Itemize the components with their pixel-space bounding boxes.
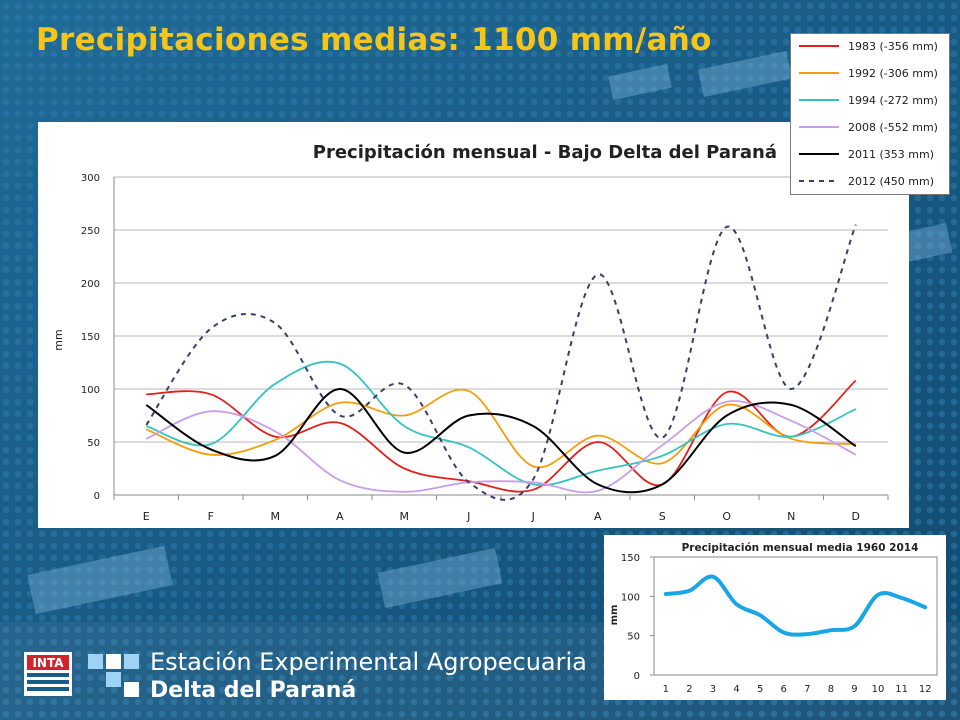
media-chart-series xyxy=(663,574,928,637)
legend-label-6: 2012 (450 mm) xyxy=(848,175,934,188)
inta-logo: INTA xyxy=(24,652,72,696)
main-series-line-5 xyxy=(145,387,857,494)
main-chart-panel: Precipitación mensual - Bajo Delta del P… xyxy=(38,122,909,528)
media-x-tick-label: 6 xyxy=(781,684,787,695)
legend-label-3: 1994 (-272 mm) xyxy=(848,94,938,107)
media-plot-frame xyxy=(653,556,938,676)
main-y-tick-label: 0 xyxy=(94,491,100,502)
footer-org-sub: Delta del Paraná xyxy=(150,678,357,703)
main-x-tick-label: O xyxy=(722,510,731,523)
main-y-tick-label: 50 xyxy=(87,438,100,449)
media-y-tick-label: 150 xyxy=(621,553,640,564)
main-series-line-6 xyxy=(145,224,857,501)
media-x-tick-label: 1 xyxy=(663,684,669,695)
media-chart-y-axis-label: mm xyxy=(609,605,620,626)
main-chart-y-ticks: 0 50 100 150 200 250 300 xyxy=(81,173,100,502)
legend-label-4: 2008 (-552 mm) xyxy=(848,121,938,134)
main-chart-series xyxy=(145,224,857,501)
legend-label-5: 2011 (353 mm) xyxy=(848,148,934,161)
legend-label-1: 1983 (-356 mm) xyxy=(848,40,938,53)
main-x-tick-label: A xyxy=(336,510,344,523)
slide-title: Precipitaciones medias: 1100 mm/año xyxy=(36,22,712,58)
media-x-tick-label: 12 xyxy=(919,684,932,695)
media-x-tick-label: 2 xyxy=(686,684,692,695)
main-x-tick-label: D xyxy=(852,510,860,523)
main-series-line-2 xyxy=(145,388,856,469)
media-precipitation-chart: Precipitación mensual media 1960 2014 mm… xyxy=(609,542,938,695)
media-series-line xyxy=(663,574,928,637)
media-x-tick-label: 9 xyxy=(851,684,857,695)
media-chart-title: Precipitación mensual media 1960 2014 xyxy=(682,542,919,554)
media-chart-panel: Precipitación mensual media 1960 2014 mm… xyxy=(604,535,946,700)
main-y-tick-label: 200 xyxy=(81,279,100,290)
inta-logo-text: INTA xyxy=(32,656,64,670)
main-series-line-4 xyxy=(145,400,857,494)
legend-label-2: 1992 (-306 mm) xyxy=(848,67,938,80)
main-x-tick-label: N xyxy=(787,510,795,523)
station-cross-mark xyxy=(88,654,139,697)
main-x-tick-label: M xyxy=(271,510,281,523)
main-x-tick-label: F xyxy=(208,510,214,523)
main-precipitation-chart: Precipitación mensual - Bajo Delta del P… xyxy=(52,142,889,523)
main-chart-title: Precipitación mensual - Bajo Delta del P… xyxy=(313,142,777,163)
media-x-tick-label: 11 xyxy=(895,684,908,695)
main-x-tick-label: A xyxy=(594,510,602,523)
legend-entries: 1983 (-356 mm) 1992 (-306 mm) 1994 (-272 m… xyxy=(799,40,938,188)
media-y-tick-label: 0 xyxy=(634,671,640,682)
media-y-tick-label: 100 xyxy=(621,592,640,603)
media-x-tick-label: 5 xyxy=(757,684,763,695)
main-x-tick-label: J xyxy=(466,510,470,523)
main-chart-y-axis-label: mm xyxy=(52,329,65,350)
footer-org-name: Estación Experimental Agropecuaria xyxy=(150,648,587,676)
main-series-line-1 xyxy=(146,379,857,493)
media-x-tick-label: 4 xyxy=(733,684,739,695)
main-y-tick-label: 250 xyxy=(81,226,100,237)
media-x-tick-label: 10 xyxy=(872,684,885,695)
media-x-tick-label: 8 xyxy=(828,684,834,695)
main-series-line-3 xyxy=(146,360,857,487)
main-y-tick-label: 100 xyxy=(81,385,100,396)
media-chart-axes xyxy=(650,556,938,676)
media-x-tick-label: 3 xyxy=(710,684,716,695)
media-y-tick-label: 50 xyxy=(627,632,640,643)
main-y-tick-label: 300 xyxy=(81,173,100,184)
main-x-tick-label: S xyxy=(659,510,666,523)
main-x-tick-label: E xyxy=(143,510,150,523)
main-y-tick-label: 150 xyxy=(81,332,100,343)
main-chart-gridlines xyxy=(113,176,889,500)
main-chart-legend: 1983 (-356 mm) 1992 (-306 mm) 1994 (-272 m… xyxy=(790,33,950,195)
media-chart-x-ticks: 1 2 3 4 5 6 7 8 9 10 11 12 xyxy=(663,684,932,695)
media-x-tick-label: 7 xyxy=(804,684,810,695)
media-chart-y-ticks: 0 50 100 150 xyxy=(621,553,640,682)
main-x-tick-label: J xyxy=(531,510,535,523)
main-x-tick-label: M xyxy=(400,510,410,523)
